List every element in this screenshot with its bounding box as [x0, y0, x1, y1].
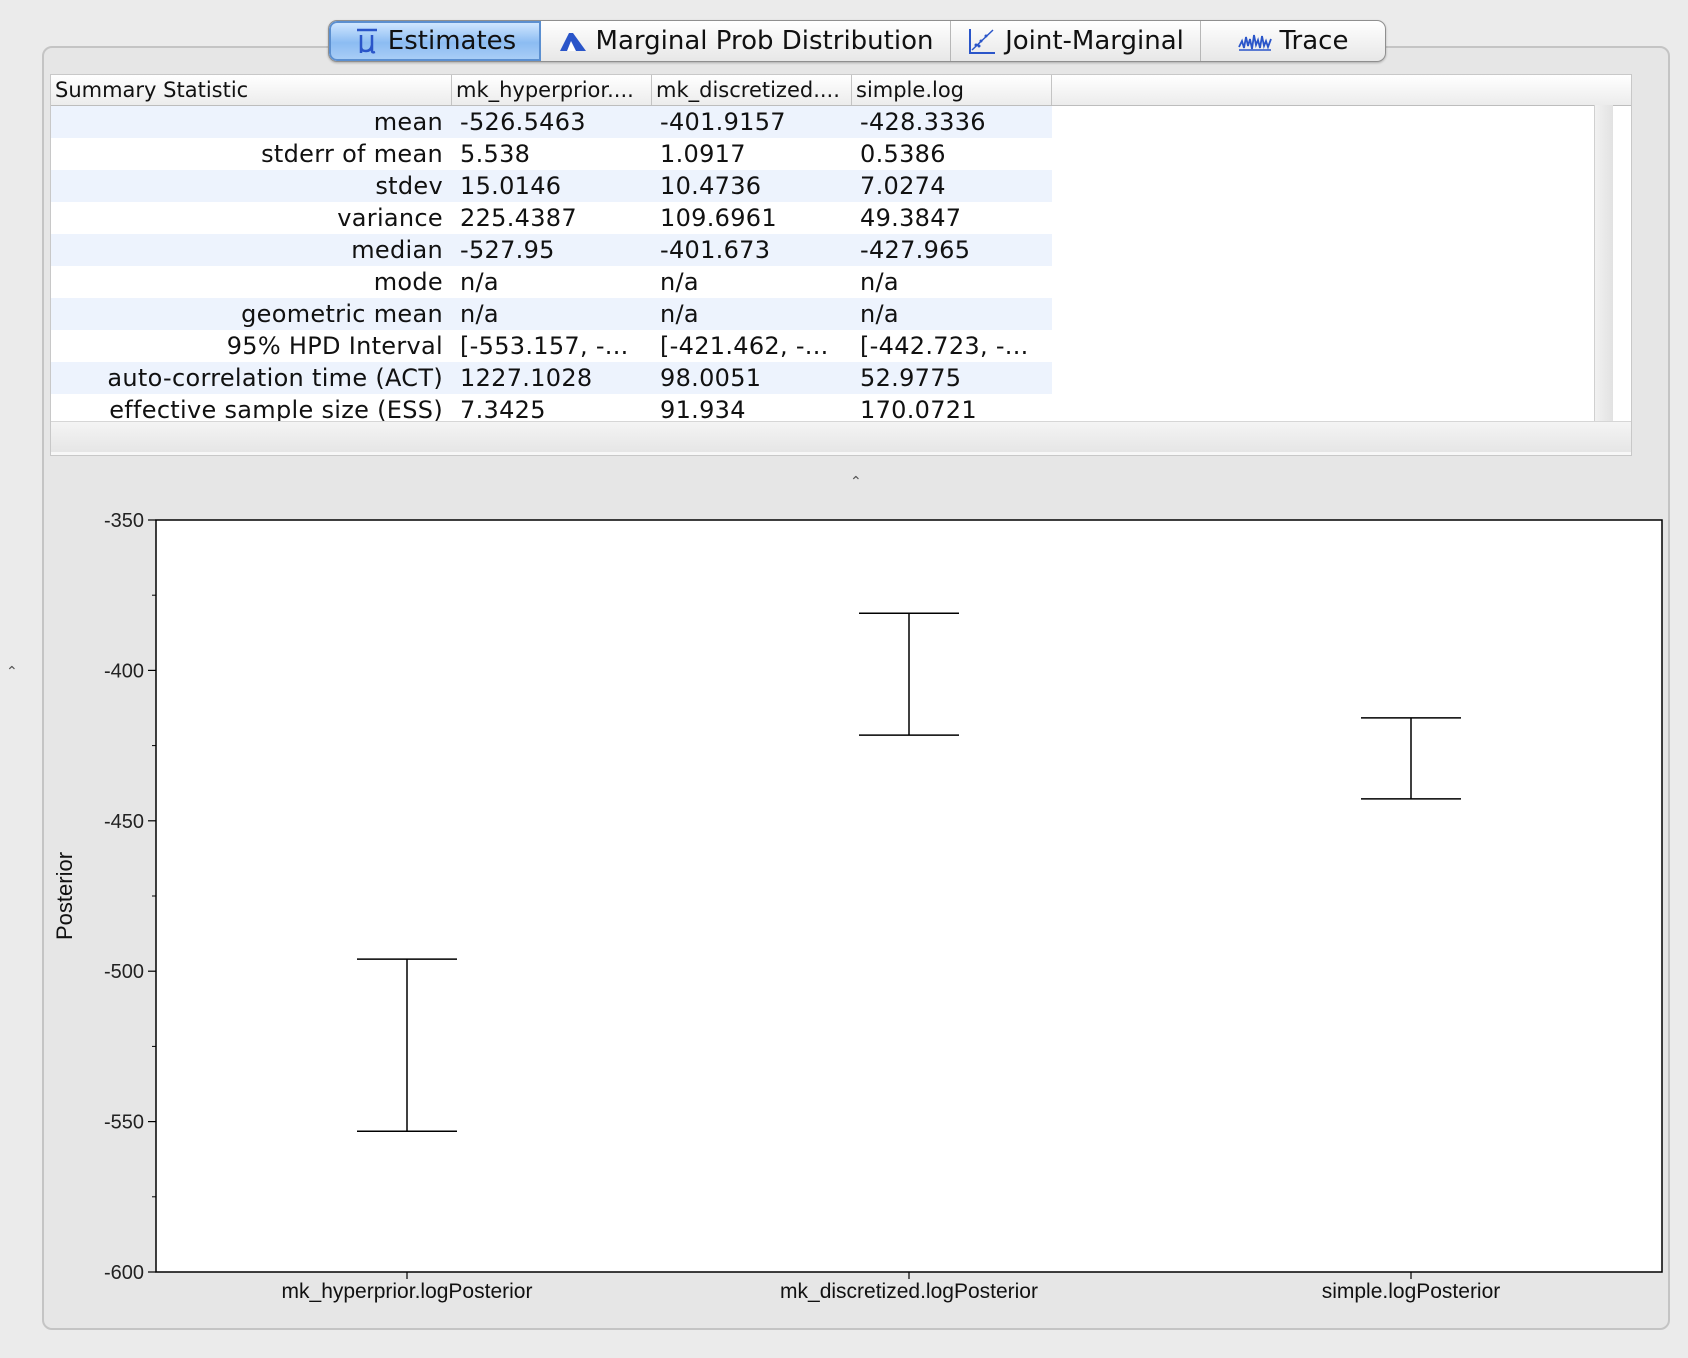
table-cell: n/a [652, 298, 852, 330]
table-cell: 49.3847 [860, 204, 962, 232]
column-header-summary-statistic[interactable]: Summary Statistic [51, 75, 452, 105]
table-row[interactable]: mean -526.5463 -401.9157 -428.3336 [51, 106, 1631, 138]
table-filler-cell [1052, 298, 1597, 330]
row-label: stdev [51, 170, 452, 202]
tab-joint-marginal[interactable]: Joint-Marginal [951, 21, 1201, 61]
table-cell: 0.5386 [860, 140, 946, 168]
table-filler-cell [1052, 234, 1597, 266]
side-divider-handle[interactable]: ⌃ [6, 664, 18, 680]
table-cell: n/a [452, 298, 652, 330]
table-filler-cell [1052, 138, 1597, 170]
y-tick-label: -400 [104, 660, 144, 682]
table-filler-cell [1052, 362, 1597, 394]
table-filler-cell [1052, 266, 1597, 298]
row-label: 95% HPD Interval [226, 332, 443, 360]
table-cell: 5.538 [460, 140, 531, 168]
table-cell: n/a [852, 298, 1052, 330]
table-cell: n/a [660, 268, 699, 296]
table-cell: 15.0146 [452, 170, 652, 202]
table-cell: -401.9157 [652, 106, 852, 138]
y-tick-label: -500 [104, 961, 144, 983]
tab-marginal-prob-distribution[interactable]: Marginal Prob Distribution [541, 21, 951, 61]
y-tick-label: -350 [104, 510, 144, 532]
tab-estimates-label: Estimates [387, 26, 517, 56]
table-row[interactable]: stdev 15.0146 10.4736 7.0274 [51, 170, 1631, 202]
table-row[interactable]: 95% HPD Interval [-553.157, -... [-421.462… [51, 330, 1631, 362]
row-label: auto-correlation time (ACT) [51, 362, 452, 394]
table-cell: 7.0274 [852, 170, 1052, 202]
table-cell: [-553.157, -... [460, 332, 629, 360]
table-cell: -428.3336 [852, 106, 1052, 138]
mean-mu-icon [356, 28, 377, 54]
table-cell: 7.3425 [460, 396, 546, 424]
y-axis-label: Posterior [52, 852, 77, 940]
vertical-scrollbar[interactable] [1594, 105, 1613, 421]
row-label: variance [337, 204, 443, 232]
tab-estimates[interactable]: Estimates [329, 21, 541, 61]
table-cell: -526.5463 [452, 106, 652, 138]
row-label: median [51, 234, 452, 266]
joint-marginal-icon [969, 29, 996, 54]
tab-trace[interactable]: Trace [1201, 21, 1385, 61]
distribution-icon [559, 33, 586, 51]
table-header: Summary Statistic mk_hyperprior.... mk_d… [51, 75, 1631, 106]
summary-statistics-table: Summary Statistic mk_hyperprior.... mk_d… [50, 74, 1632, 456]
table-cell: 170.0721 [860, 396, 977, 424]
table-cell: -401.673 [652, 234, 852, 266]
table-row[interactable]: stderr of mean 5.538 1.0917 0.5386 [51, 138, 1631, 170]
table-cell: 10.4736 [652, 170, 852, 202]
trace-icon [1237, 34, 1272, 51]
row-label: effective sample size (ESS) [109, 396, 443, 424]
column-header-mk-discretized[interactable]: mk_discretized.... [652, 75, 852, 105]
column-header-simple-log[interactable]: simple.log [852, 75, 1052, 105]
x-tick-label: mk_discretized.logPosterior [780, 1280, 1038, 1303]
table-row[interactable]: mode n/a n/a n/a [51, 266, 1631, 298]
table-row[interactable]: geometric mean n/a n/a n/a [51, 298, 1631, 330]
table-cell: -527.95 [452, 234, 652, 266]
split-pane-divider-handle[interactable]: ⌃ [850, 474, 862, 490]
y-tick-label: -600 [104, 1262, 144, 1284]
table-cell: 1.0917 [660, 140, 746, 168]
table-filler-cell [1052, 330, 1597, 362]
table-row[interactable]: effective sample size (ESS) 7.3425 91.934 1… [51, 394, 1631, 426]
table-cell: 1227.1028 [452, 362, 652, 394]
tab-marginal-label: Marginal Prob Distribution [595, 26, 934, 56]
column-header-mk-hyperprior[interactable]: mk_hyperprior.... [452, 75, 652, 105]
row-label: stderr of mean [261, 140, 443, 168]
table-cell: [-421.462, -... [660, 332, 829, 360]
table-body: mean -526.5463 -401.9157 -428.3336 stderr of… [51, 106, 1631, 426]
horizontal-scrollbar[interactable] [51, 421, 1631, 452]
table-cell: [-442.723, -... [860, 332, 1029, 360]
table-cell: 91.934 [660, 396, 746, 424]
y-tick-label: -550 [104, 1112, 144, 1134]
table-cell: 225.4387 [460, 204, 577, 232]
tab-joint-marginal-label: Joint-Marginal [1005, 26, 1184, 56]
table-cell: n/a [460, 268, 499, 296]
table-cell: 109.6961 [660, 204, 777, 232]
x-tick-label: simple.logPosterior [1322, 1280, 1501, 1303]
table-row[interactable]: median -527.95 -401.673 -427.965 [51, 234, 1631, 266]
column-header-empty [1052, 75, 1631, 105]
table-filler-cell [1052, 106, 1597, 138]
row-label: mode [373, 268, 443, 296]
row-label: mean [51, 106, 452, 138]
table-cell: 52.9775 [852, 362, 1052, 394]
estimates-chart: -350 -400 -450 -500 -550 -600 Posterior mk_hype… [50, 470, 1670, 1330]
x-tick-label: mk_hyperprior.logPosterior [282, 1280, 533, 1303]
estimates-chart-svg: -350 -400 -450 -500 -550 -600 Posterior mk_hype… [52, 510, 1663, 1303]
y-tick-label: -450 [104, 811, 144, 833]
table-cell: -427.965 [852, 234, 1052, 266]
table-cell: 98.0051 [652, 362, 852, 394]
tab-trace-label: Trace [1279, 26, 1349, 56]
tab-bar: Estimates Marginal Prob Distribution Joi… [328, 20, 1386, 62]
table-row[interactable]: variance 225.4387 109.6961 49.3847 [51, 202, 1631, 234]
table-filler-cell [1052, 170, 1597, 202]
table-cell: n/a [860, 268, 899, 296]
table-filler-cell [1052, 202, 1597, 234]
row-label: geometric mean [51, 298, 452, 330]
table-row[interactable]: auto-correlation time (ACT) 1227.1028 98.0… [51, 362, 1631, 394]
